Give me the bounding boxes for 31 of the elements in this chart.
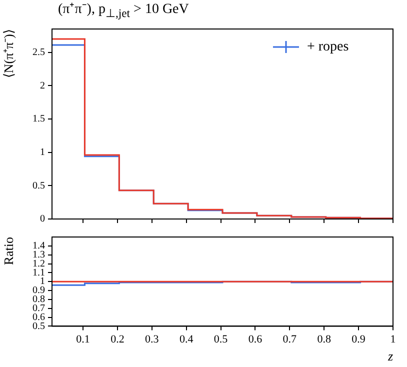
x-tick-label: 0.8 [317,334,332,346]
y-tick-label: 1.3 [32,249,45,260]
y-tick-label: 1.4 [32,240,45,252]
y-tick-label: 1.5 [32,114,45,125]
y-tick-label: 0 [40,214,45,225]
x-tick-label: 0.5 [214,334,228,346]
y-tick-label: 2.5 [32,46,45,58]
y-tick-label: 0.5 [32,180,45,192]
y-tick-label: 1.2 [32,258,45,270]
y-tick-label: 0.9 [32,285,45,296]
legend-label: + ropes [307,40,349,55]
y-tick-label: 1 [40,276,45,288]
y-tick-label: 0.6 [32,312,45,323]
x-tick-label: 1 [390,334,396,346]
y-tick-label: 0.7 [32,302,45,314]
y-axis-title: ⟨N(π⁺π⁻)⟩ [1,29,16,78]
y-tick-label: 0.8 [32,294,45,306]
x-tick-label: 0.2 [110,334,124,346]
x-tick-label: 0.6 [248,334,263,346]
x-tick-label: 0.3 [145,334,160,346]
y-tick-label: 2 [40,80,45,92]
y-axis-title: Ratio [1,237,16,266]
x-tick-label: 0.4 [179,334,194,346]
y-tick-label: 0.5 [32,320,45,332]
x-tick-label: 0.1 [76,334,90,346]
chart-title: (π⁺π⁻), p$_{⊥,jet}$ > 10 GeV [57,1,190,20]
x-axis-title: z [386,348,393,364]
x-tick-label: 0.7 [282,334,298,346]
x-tick-label: 0.9 [352,334,366,346]
y-tick-label: 1 [40,146,45,158]
y-tick-label: 1.1 [32,267,45,278]
